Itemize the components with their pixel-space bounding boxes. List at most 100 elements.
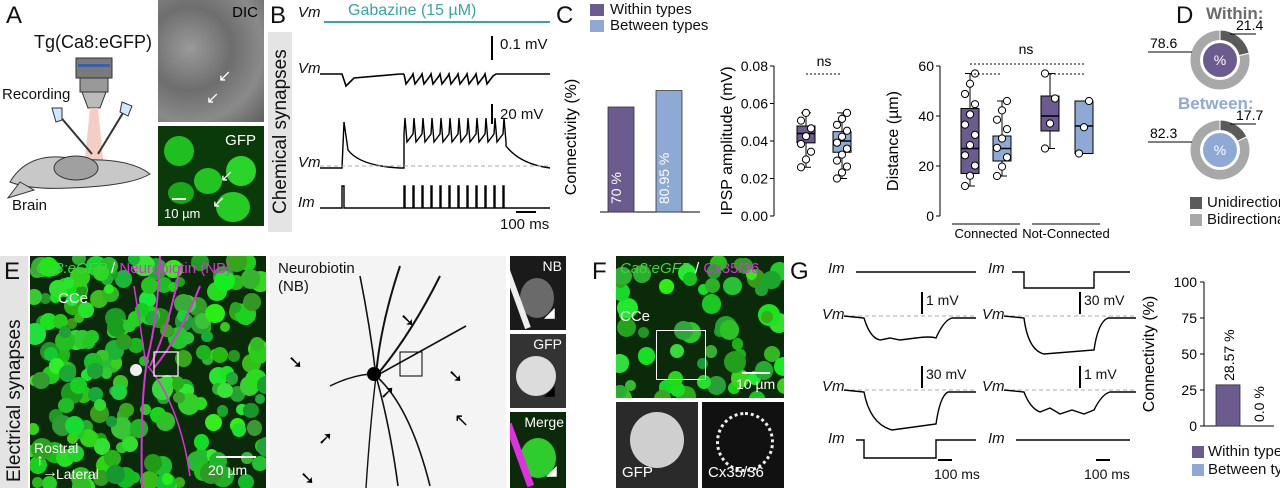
- separator: /: [695, 260, 700, 277]
- separator: /: [111, 260, 116, 277]
- cell-body: [53, 314, 69, 330]
- data-point: [806, 147, 816, 156]
- slice-label: 82.3: [1150, 125, 1177, 141]
- within-swatch: [1192, 446, 1204, 458]
- cell-body: [175, 349, 193, 367]
- y-tick-label: 50: [1181, 346, 1197, 362]
- bar-label: 0.0 %: [1251, 386, 1267, 422]
- inset-nb: NB ◢: [510, 256, 566, 330]
- group-label: Not-Connected: [1022, 226, 1109, 241]
- data-point: [960, 89, 970, 99]
- slice-label: 17.7: [1236, 107, 1263, 123]
- panel-label-a: A: [6, 2, 23, 29]
- inset-nb-label: NB: [542, 258, 562, 274]
- cell-body: [167, 281, 179, 293]
- y-tick-label: 0.00: [741, 208, 768, 224]
- cell-body: [217, 382, 234, 399]
- y-tick-label: 60: [918, 58, 934, 74]
- cell-body: [228, 350, 241, 363]
- cell-body: [140, 471, 159, 488]
- cell-body: [243, 292, 262, 311]
- vm-label: Vm: [982, 306, 1005, 323]
- data-point: [796, 139, 806, 149]
- data-point: [1074, 149, 1084, 158]
- panel-label-b: B: [270, 2, 287, 29]
- data-point: [1002, 125, 1012, 134]
- legend-between: Between types: [1208, 461, 1280, 478]
- data-point: [965, 110, 975, 119]
- cce-label: CCe: [58, 290, 89, 307]
- recording-setup-illustration: [6, 57, 151, 199]
- cell-body: [38, 257, 58, 277]
- cell-body: [74, 313, 85, 324]
- data-point: [842, 162, 852, 171]
- cell-body: [177, 310, 190, 323]
- legend-bidirectional: Bidirectional: [1207, 211, 1280, 228]
- cell-body: [193, 434, 210, 450]
- data-point: [1002, 96, 1012, 106]
- cell-body: [138, 290, 156, 308]
- svg-text:➘: ➘: [300, 468, 315, 488]
- y-tick-label: 100: [1174, 274, 1198, 290]
- cell-body: [49, 280, 67, 299]
- svg-text:➘: ➘: [448, 366, 463, 386]
- cell-body: [727, 381, 740, 394]
- data-point: [1045, 119, 1055, 128]
- y-tick-label: 0.06: [741, 96, 768, 112]
- vm-label: Vm: [822, 378, 845, 395]
- data-point: [992, 171, 1002, 181]
- arrow-icon: ↙: [212, 194, 226, 211]
- cell-body: [195, 345, 211, 361]
- cell-body: [66, 294, 78, 307]
- im-label: Im: [298, 194, 315, 211]
- data-point: [997, 106, 1007, 115]
- cell-body: [67, 318, 78, 329]
- group-label: Connected: [955, 226, 1018, 241]
- cell-body: [173, 293, 194, 313]
- data-point: [832, 138, 842, 147]
- arrowhead-icon: ◢: [544, 382, 555, 398]
- scale-bar: [216, 456, 256, 458]
- scale-bar: [742, 372, 770, 374]
- vm-label: Vm: [298, 154, 321, 171]
- data-point: [1002, 153, 1012, 162]
- data-point: [832, 174, 842, 183]
- y-tick-label: 0: [1189, 418, 1197, 434]
- cell-body: [777, 377, 784, 394]
- y-axis-label: Distance (µm): [885, 91, 902, 191]
- data-point: [842, 144, 852, 153]
- chemical-traces: [320, 21, 551, 213]
- electrical-traces: [843, 271, 1136, 461]
- y-axis-label: IPSP amplitude (mV): [719, 66, 736, 215]
- side-label-electrical: Electrical synapses: [4, 319, 25, 482]
- vm-label: Vm: [298, 60, 321, 77]
- cell-body: [58, 397, 75, 414]
- data-point: [960, 181, 970, 191]
- cell-body: [722, 276, 742, 296]
- im-label: Im: [828, 430, 845, 447]
- vm-label: Vm: [298, 4, 321, 21]
- cell-body: [763, 345, 781, 363]
- bar: [607, 106, 635, 213]
- pie-center: [1203, 43, 1237, 77]
- cell-body: [214, 270, 235, 292]
- cell-body: [174, 476, 186, 488]
- cell-body: [670, 344, 684, 359]
- brain-label: Brain: [12, 197, 48, 214]
- electrical-sidebar: Electrical synapses: [0, 256, 28, 488]
- cell-body: [92, 470, 109, 487]
- data-point: [1050, 94, 1060, 103]
- cell-body: [72, 477, 92, 488]
- data-point: [1079, 123, 1089, 132]
- data-point: [801, 155, 811, 164]
- within-pie-chart: % 21.4 78.6: [1148, 17, 1263, 91]
- cell-body: [231, 423, 246, 438]
- cell-body: [87, 387, 103, 402]
- cell-body: [62, 276, 75, 289]
- cell-body: [66, 432, 79, 445]
- ipsp-box-chart: 0.00 0.02 0.04 0.06 0.08 IPSP amplitude (mV) n…: [719, 53, 852, 224]
- cell-body: [101, 273, 113, 285]
- data-point: [992, 115, 1002, 124]
- ns-label: ns: [817, 53, 832, 69]
- cx-label: Cx35/36: [703, 260, 760, 277]
